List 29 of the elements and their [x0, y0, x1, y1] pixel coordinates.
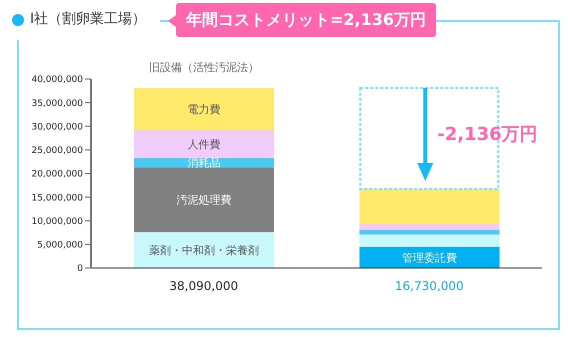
- y-tick-label: 0: [77, 264, 84, 274]
- series-label: 人件費: [187, 138, 220, 151]
- y-tick-label: 20,000,000: [31, 170, 84, 180]
- bar: [360, 230, 500, 234]
- bar: [134, 130, 274, 158]
- y-tick-label: 40,000,000: [31, 75, 84, 86]
- series-label: 汚泥処理費: [176, 194, 232, 207]
- series-label: 消耗品: [187, 156, 220, 170]
- bar: [360, 224, 500, 230]
- chart-title: I社（割卵業工場）: [30, 10, 146, 28]
- total-label: 16,730,000: [394, 279, 464, 293]
- chart-subtitle: 年間コストメリット=2,136万円: [176, 3, 436, 37]
- bar: [134, 167, 274, 232]
- y-tick-label: 35,000,000: [31, 98, 84, 109]
- annotation: -2,136万円: [437, 124, 538, 146]
- bar: [360, 234, 500, 247]
- series-label: 電力費: [187, 103, 220, 116]
- bar: [134, 88, 274, 130]
- y-tick-label: 25,000,000: [31, 146, 84, 156]
- x-tick-label: 旧設備（活性汚泥法）: [148, 61, 259, 74]
- series-label: 管理委託費: [402, 251, 457, 264]
- bar: [360, 188, 500, 224]
- total-label: 38,090,000: [169, 279, 238, 293]
- bar: [134, 232, 274, 268]
- y-tick-label: 30,000,000: [31, 122, 84, 132]
- y-tick-label: 5,000,000: [37, 240, 84, 251]
- y-tick-label: 15,000,000: [31, 193, 84, 204]
- y-tick-label: 10,000,000: [31, 216, 84, 227]
- series-label: 薬剤・中和剤・栄養剤: [148, 244, 259, 258]
